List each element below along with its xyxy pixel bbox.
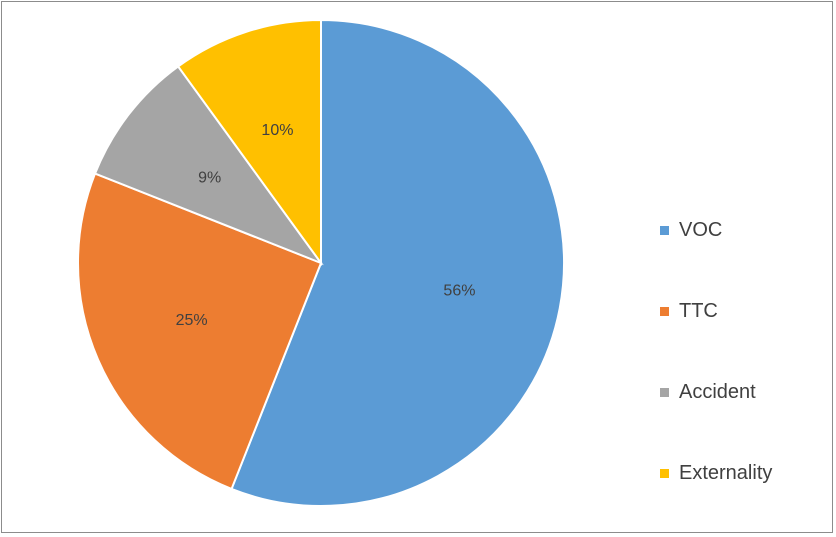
pie-slice-voc [230,18,565,507]
legend-label-externality: Externality [679,462,773,484]
slice-label-accident: 9% [198,170,221,187]
slice-label-voc: 56% [443,282,475,299]
pie-slice-accident [93,65,324,266]
pie-slice-externality [176,18,322,267]
legend-swatch-accident [660,388,669,397]
slice-label-ttc: 25% [176,312,208,329]
legend-swatch-ttc [660,307,669,316]
slice-label-externality: 10% [261,122,293,139]
legend-swatch-externality [660,469,669,478]
legend-label-accident: Accident [679,381,756,403]
legend-swatch-voc [660,226,669,235]
legend-label-ttc: TTC [679,300,718,322]
pie-slice-ttc [77,172,323,491]
legend-label-voc: VOC [679,219,723,241]
